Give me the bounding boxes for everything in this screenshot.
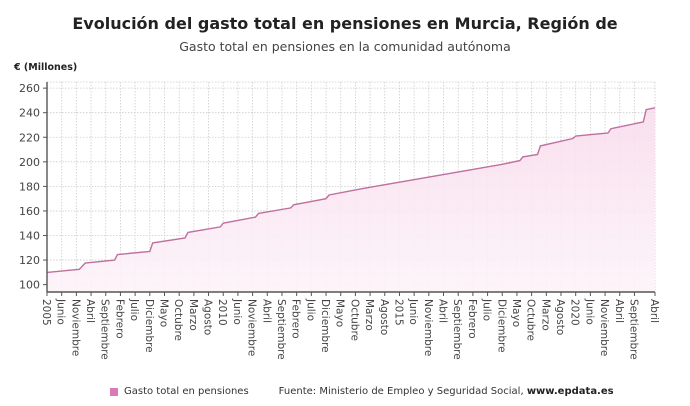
x-tick-label: Agosto — [554, 299, 566, 335]
x-tick-label: Febrero — [290, 299, 302, 339]
x-tick-label: Marzo — [539, 299, 551, 331]
x-tick-label: Marzo — [363, 299, 375, 331]
x-tick-label: Agosto — [378, 299, 390, 335]
x-tick-label: Agosto — [202, 299, 214, 335]
x-tick-label: Noviembre — [69, 299, 81, 356]
x-tick-label: Mayo — [510, 299, 522, 327]
x-tick-label: Noviembre — [246, 299, 258, 356]
x-tick-label: Abril — [613, 299, 625, 323]
x-tick-label: Julio — [128, 298, 140, 321]
x-tick-label: Septiembre — [627, 299, 639, 360]
x-tick-label: Abril — [260, 299, 272, 323]
y-tick-label: 100 — [19, 279, 40, 292]
series-area — [47, 107, 655, 292]
x-tick-label: Diciembre — [495, 299, 507, 353]
x-tick-label: Octubre — [525, 299, 537, 341]
x-tick-label: Abril — [437, 299, 449, 323]
y-tick-label: 120 — [19, 254, 40, 267]
x-tick-label: Noviembre — [422, 299, 434, 356]
x-tick-label: Junio — [407, 298, 419, 325]
x-tick-label: Junio — [231, 298, 243, 325]
x-tick-label: Junio — [583, 298, 595, 325]
x-tick-label: Julio — [481, 298, 493, 321]
x-tick-label: Septiembre — [275, 299, 287, 360]
x-tick-label: Octubre — [172, 299, 184, 341]
x-tick-label: Julio — [304, 298, 316, 321]
x-tick-label: Septiembre — [99, 299, 111, 360]
legend: Gasto total en pensiones Fuente: Ministe… — [110, 386, 614, 398]
x-tick-label: Junio — [55, 298, 67, 325]
x-tick-label: Febrero — [466, 299, 478, 339]
x-tick-label: Diciembre — [143, 299, 155, 353]
y-tick-label: 140 — [19, 230, 40, 243]
x-tick-label: Diciembre — [319, 299, 331, 353]
x-tick-label: 2015 — [393, 299, 405, 326]
y-tick-label: 240 — [19, 107, 40, 120]
legend-label: Gasto total en pensiones — [124, 386, 249, 397]
x-tick-label: Octubre — [348, 299, 360, 341]
x-tick-label: Abril — [84, 299, 96, 323]
x-tick-label: 2010 — [216, 299, 228, 326]
x-tick-label: Septiembre — [451, 299, 463, 360]
x-tick-label: Febrero — [113, 299, 125, 339]
x-tick-label: Noviembre — [598, 299, 610, 356]
chart-subtitle: Gasto total en pensiones en la comunidad… — [179, 39, 511, 54]
chart-title: Evolución del gasto total en pensiones e… — [72, 14, 618, 33]
y-tick-label: 220 — [19, 131, 40, 144]
y-tick-label: 200 — [19, 156, 40, 169]
source-note: Fuente: Ministerio de Empleo y Seguridad… — [279, 386, 614, 398]
y-axis-label: € (Millones) — [14, 62, 78, 73]
y-tick-label: 160 — [19, 205, 40, 218]
x-tick-label: Abril — [648, 299, 660, 323]
source-text: Fuente: Ministerio de Empleo y Seguridad… — [278, 386, 527, 397]
x-tick-label: 2020 — [569, 299, 581, 326]
x-tick-label: Marzo — [187, 299, 199, 331]
legend-swatch — [110, 388, 118, 396]
source-site: www.epdata.es — [526, 386, 614, 397]
x-tick-label: Mayo — [158, 299, 170, 327]
series-line — [46, 107, 656, 274]
x-tick-label: Mayo — [334, 299, 346, 327]
y-tick-label: 260 — [19, 82, 40, 95]
y-tick-label: 180 — [19, 180, 40, 193]
x-tick-label: 2005 — [40, 299, 52, 326]
